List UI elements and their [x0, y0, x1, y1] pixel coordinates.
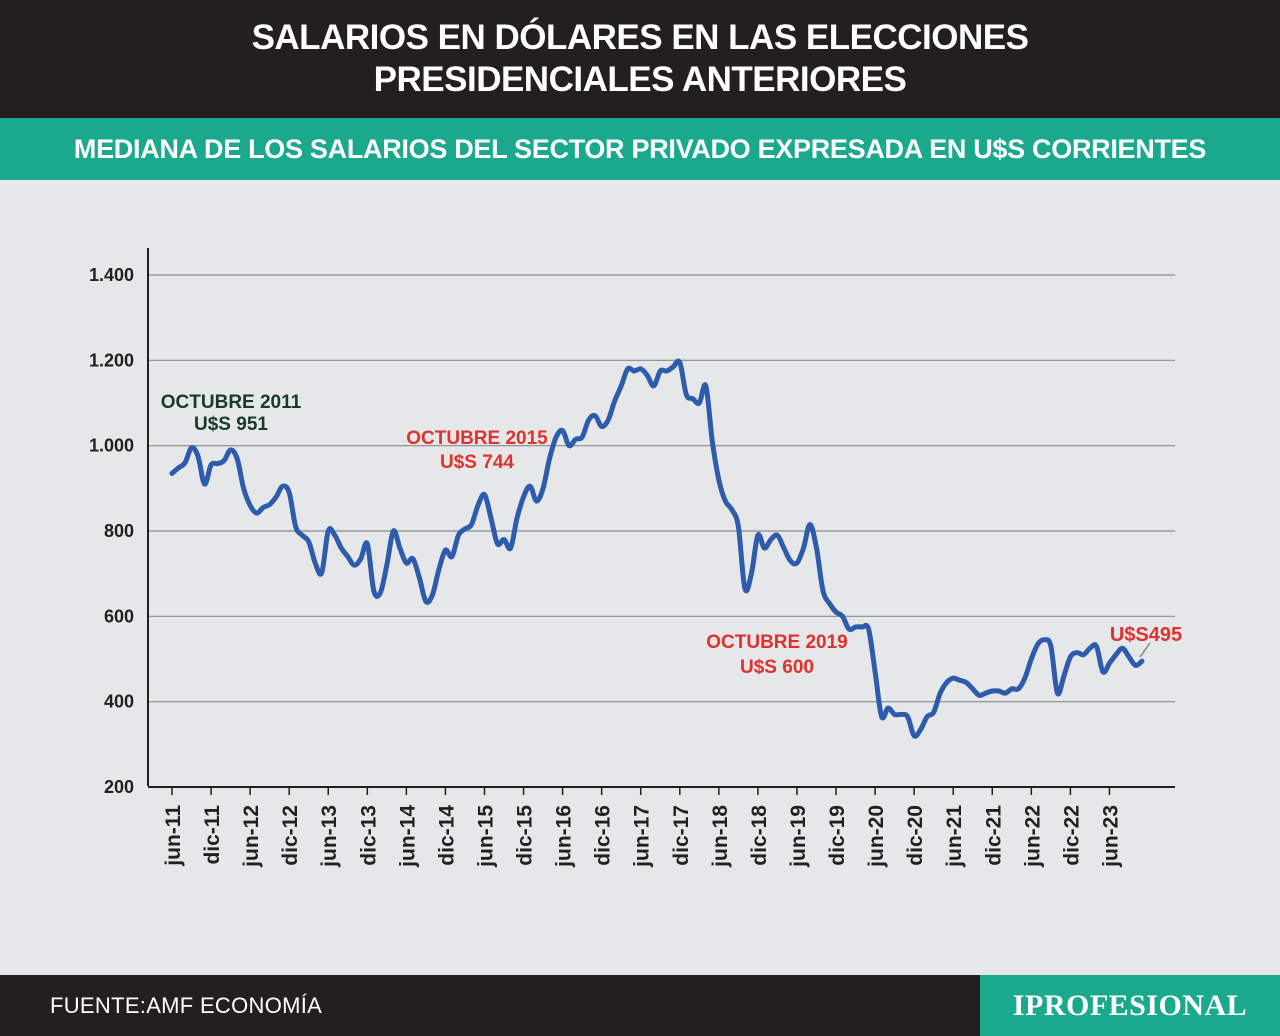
annotation-oct-2019-label: OCTUBRE 2019	[706, 632, 848, 653]
series-layer	[169, 358, 1145, 739]
x-tick-label: dic-16	[592, 805, 615, 866]
x-tick-label: dic-14	[435, 805, 458, 866]
x-tick-label: dic-22	[1060, 805, 1083, 866]
x-tick-label: jun-17	[631, 805, 654, 868]
y-tick-label: 400	[104, 692, 134, 712]
title-line-1: SALARIOS EN DÓLARES EN LAS ELECCIONES	[251, 18, 1029, 57]
x-tick-label: dic-15	[514, 805, 537, 866]
x-tick-label: dic-11	[201, 805, 224, 865]
annotation-latest-value: U$S495	[1110, 624, 1182, 646]
y-tick-label: 1.400	[89, 265, 134, 285]
title-line-2: PRESIDENCIALES ANTERIORES	[373, 60, 907, 99]
y-tick-label: 800	[104, 521, 134, 541]
x-tick-label: dic-20	[904, 805, 927, 866]
x-tick-label: dic-19	[826, 805, 849, 866]
y-tick-label: 200	[104, 777, 134, 797]
x-axis-ticks: jun-11 dic-11 jun-12 dic-12 jun-13 dic-13 jun-…	[162, 787, 1122, 868]
x-tick-label: jun-12	[240, 805, 263, 868]
x-tick-label: jun-22	[1021, 805, 1044, 868]
x-tick-label: jun-14	[396, 805, 419, 868]
grid-lines	[148, 274, 1175, 788]
source-note: FUENTE:AMF ECONOMÍA	[50, 993, 323, 1018]
annotation-oct-2011-label: OCTUBRE 2011	[161, 392, 302, 413]
line-chart: 200 400 600 800 1.000 1.200 1.400 jun-11 dic-11…	[89, 248, 1182, 868]
x-tick-label: jun-20	[865, 805, 888, 868]
x-tick-label: dic-17	[670, 805, 693, 866]
chart-title: SALARIOS EN DÓLARES EN LAS ELECCIONES PR…	[0, 0, 1280, 118]
x-tick-label: dic-12	[279, 805, 302, 866]
series-line-salarios	[169, 358, 1145, 739]
x-tick-label: dic-13	[357, 805, 380, 866]
x-tick-label: dic-18	[748, 805, 771, 866]
chart-subtitle: MEDIANA DE LOS SALARIOS DEL SECTOR PRIVA…	[0, 118, 1280, 180]
callout-leader	[1139, 642, 1151, 658]
annotation-oct-2019-value: U$S 600	[740, 657, 814, 678]
chart-area: 200 400 600 800 1.000 1.200 1.400 jun-11 dic-11…	[0, 180, 1280, 975]
annotation-oct-2015-value: U$S 744	[440, 452, 514, 473]
x-tick-label: jun-19	[787, 805, 810, 868]
y-tick-label: 600	[104, 606, 134, 626]
x-tick-label: dic-21	[982, 805, 1005, 866]
y-tick-label: 1.000	[89, 436, 134, 456]
footer: FUENTE:AMF ECONOMÍA IPROFESIONAL	[0, 975, 1280, 1036]
y-tick-label: 1.200	[89, 350, 134, 370]
x-tick-label: jun-23	[1099, 805, 1122, 868]
x-tick-label: jun-21	[943, 805, 966, 868]
brand-logo: IPROFESIONAL	[980, 975, 1280, 1036]
x-tick-label: jun-16	[553, 805, 576, 868]
x-tick-label: jun-15	[474, 805, 497, 868]
annotation-oct-2011-value: U$S 951	[194, 414, 268, 435]
x-tick-label: jun-11	[162, 805, 185, 867]
y-axis-ticks: 200 400 600 800 1.000 1.200 1.400	[89, 265, 134, 797]
annotations: OCTUBRE 2011 U$S 951 OCTUBRE 2015 U$S 74…	[161, 392, 1182, 678]
x-tick-label: jun-18	[709, 805, 732, 868]
annotation-oct-2015-label: OCTUBRE 2015	[406, 428, 548, 449]
x-tick-label: jun-13	[318, 805, 341, 868]
